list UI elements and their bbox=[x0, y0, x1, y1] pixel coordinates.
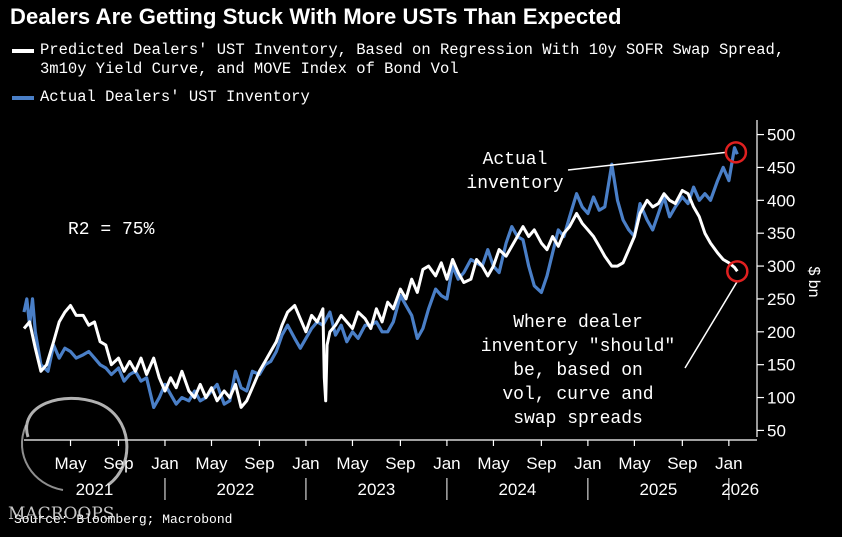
annotation-actual-line1: Actual bbox=[483, 150, 548, 170]
annotation-actual-pointer bbox=[567, 151, 726, 171]
x-tick-label: Jan bbox=[715, 454, 742, 473]
x-year-label: 2021 bbox=[76, 480, 114, 499]
x-axis: May Sep Jan May Sep Jan May Sep Jan May Sep Jan May S… bbox=[24, 439, 759, 500]
annotation-predicted-line5: swap spreads bbox=[513, 409, 643, 429]
x-tick-label: Sep bbox=[244, 454, 274, 473]
y-tick-label: 350 bbox=[767, 224, 795, 243]
y-axis-label: $ bn bbox=[805, 266, 822, 297]
y-tick-label: 50 bbox=[767, 421, 786, 440]
annotations: R2 = 75% Actual inventory Where dealer inven… bbox=[68, 141, 749, 429]
annotation-predicted-line3: be, based on bbox=[513, 361, 643, 381]
legend-swatch-actual bbox=[12, 96, 34, 100]
x-year-label: 2025 bbox=[639, 480, 677, 499]
series-line-predicted bbox=[22, 189, 739, 409]
x-tick-label: May bbox=[336, 454, 369, 473]
annotation-predicted-line1: Where dealer bbox=[513, 313, 643, 333]
x-year-label: 2023 bbox=[358, 480, 396, 499]
annotation-predicted-line4: vol, curve and bbox=[502, 385, 653, 405]
annotation-predicted-circle bbox=[726, 260, 749, 283]
x-tick-label: Sep bbox=[667, 454, 697, 473]
x-tick-label: May bbox=[54, 454, 87, 473]
y-tick-label: 500 bbox=[767, 126, 795, 145]
y-tick-label: 100 bbox=[767, 389, 795, 408]
logo-swirl-icon bbox=[20, 424, 64, 491]
annotation-predicted-line2: inventory "should" bbox=[481, 337, 675, 357]
y-tick-label: 200 bbox=[767, 323, 795, 342]
x-tick-label: May bbox=[477, 454, 510, 473]
x-tick-label: Jan bbox=[151, 454, 178, 473]
y-tick-label: 150 bbox=[767, 356, 795, 375]
x-year-label: 2024 bbox=[498, 480, 536, 499]
series-line-actual bbox=[22, 146, 739, 409]
chart-title: Dealers Are Getting Stuck With More USTs… bbox=[10, 4, 622, 29]
legend-swatch-predicted bbox=[12, 49, 34, 53]
x-year-label: 2026 bbox=[721, 480, 759, 499]
logo-wordmark: MACROOPS bbox=[8, 504, 114, 524]
x-tick-label: Sep bbox=[385, 454, 415, 473]
annotation-actual-line2: inventory bbox=[466, 174, 563, 194]
legend-label-predicted-line1: Predicted Dealers' UST Inventory, Based … bbox=[40, 41, 785, 59]
x-tick-label: May bbox=[618, 454, 651, 473]
logo-ring-icon bbox=[25, 396, 129, 487]
x-tick-label: Sep bbox=[526, 454, 556, 473]
annotation-r2: R2 = 75% bbox=[68, 220, 155, 240]
y-tick-label: 300 bbox=[767, 257, 795, 276]
x-tick-label: Jan bbox=[574, 454, 601, 473]
y-tick-label: 450 bbox=[767, 158, 795, 177]
x-year-label: 2022 bbox=[217, 480, 255, 499]
macroops-logo: MACROOPS bbox=[8, 396, 129, 524]
legend-label-actual: Actual Dealers' UST Inventory bbox=[40, 88, 310, 106]
y-tick-label: 250 bbox=[767, 290, 795, 309]
annotation-actual-circle bbox=[724, 141, 748, 164]
source-note: Source: Bloomberg; Macrobond bbox=[14, 512, 233, 527]
legend-label-predicted-line2: 3m10y Yield Curve, and MOVE Index of Bon… bbox=[40, 60, 459, 78]
x-tick-label: Jan bbox=[292, 454, 319, 473]
y-axis: 50 100 150 200 250 300 350 400 450 500 $ bn bbox=[756, 120, 822, 440]
x-tick-label: Jan bbox=[433, 454, 460, 473]
y-tick-label: 400 bbox=[767, 191, 795, 210]
series-lines bbox=[22, 146, 739, 409]
annotation-predicted-pointer bbox=[684, 280, 738, 369]
x-tick-label: May bbox=[195, 454, 228, 473]
